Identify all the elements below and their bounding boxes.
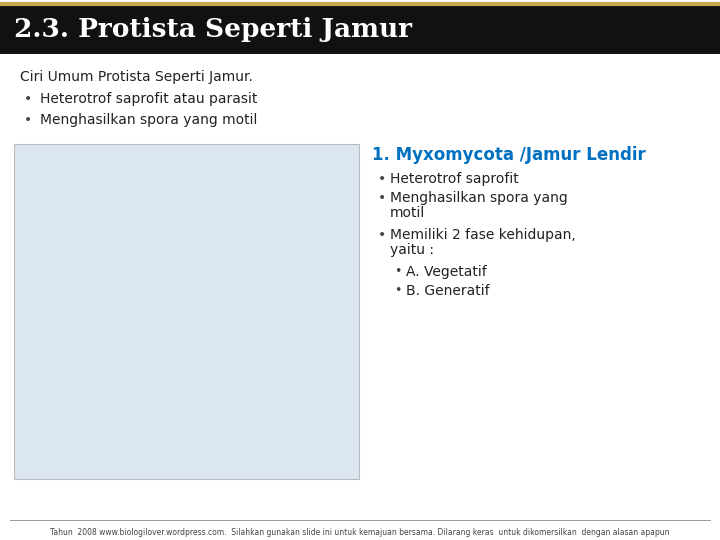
Text: •: • — [378, 172, 386, 186]
Text: Memiliki 2 fase kehidupan,: Memiliki 2 fase kehidupan, — [390, 228, 576, 242]
Text: Menghasilkan spora yang: Menghasilkan spora yang — [390, 191, 568, 205]
Text: Tahun  2008 www.biologilover.wordpress.com.  Silahkan gunakan slide ini untuk ke: Tahun 2008 www.biologilover.wordpress.co… — [50, 528, 670, 537]
Text: •: • — [24, 113, 32, 127]
Text: •: • — [394, 265, 401, 278]
Text: 2.3. Protista Seperti Jamur: 2.3. Protista Seperti Jamur — [14, 17, 412, 42]
Text: •: • — [378, 191, 386, 205]
Text: B. Generatif: B. Generatif — [406, 284, 490, 298]
Text: Ciri Umum Protista Seperti Jamur.: Ciri Umum Protista Seperti Jamur. — [20, 70, 253, 84]
Bar — [14, 144, 359, 479]
Text: Menghasilkan spora yang motil: Menghasilkan spora yang motil — [40, 113, 257, 127]
Text: Heterotrof saprofit: Heterotrof saprofit — [390, 172, 518, 186]
Text: •: • — [24, 92, 32, 106]
Text: •: • — [394, 284, 401, 297]
Text: 1. Myxomycota /Jamur Lendir: 1. Myxomycota /Jamur Lendir — [372, 146, 646, 164]
Text: A. Vegetatif: A. Vegetatif — [406, 265, 487, 279]
Text: yaitu :: yaitu : — [390, 243, 434, 257]
Bar — [0, 4, 720, 54]
Text: Heterotrof saprofit atau parasit: Heterotrof saprofit atau parasit — [40, 92, 257, 106]
Text: motil: motil — [390, 206, 426, 220]
Text: •: • — [378, 228, 386, 242]
